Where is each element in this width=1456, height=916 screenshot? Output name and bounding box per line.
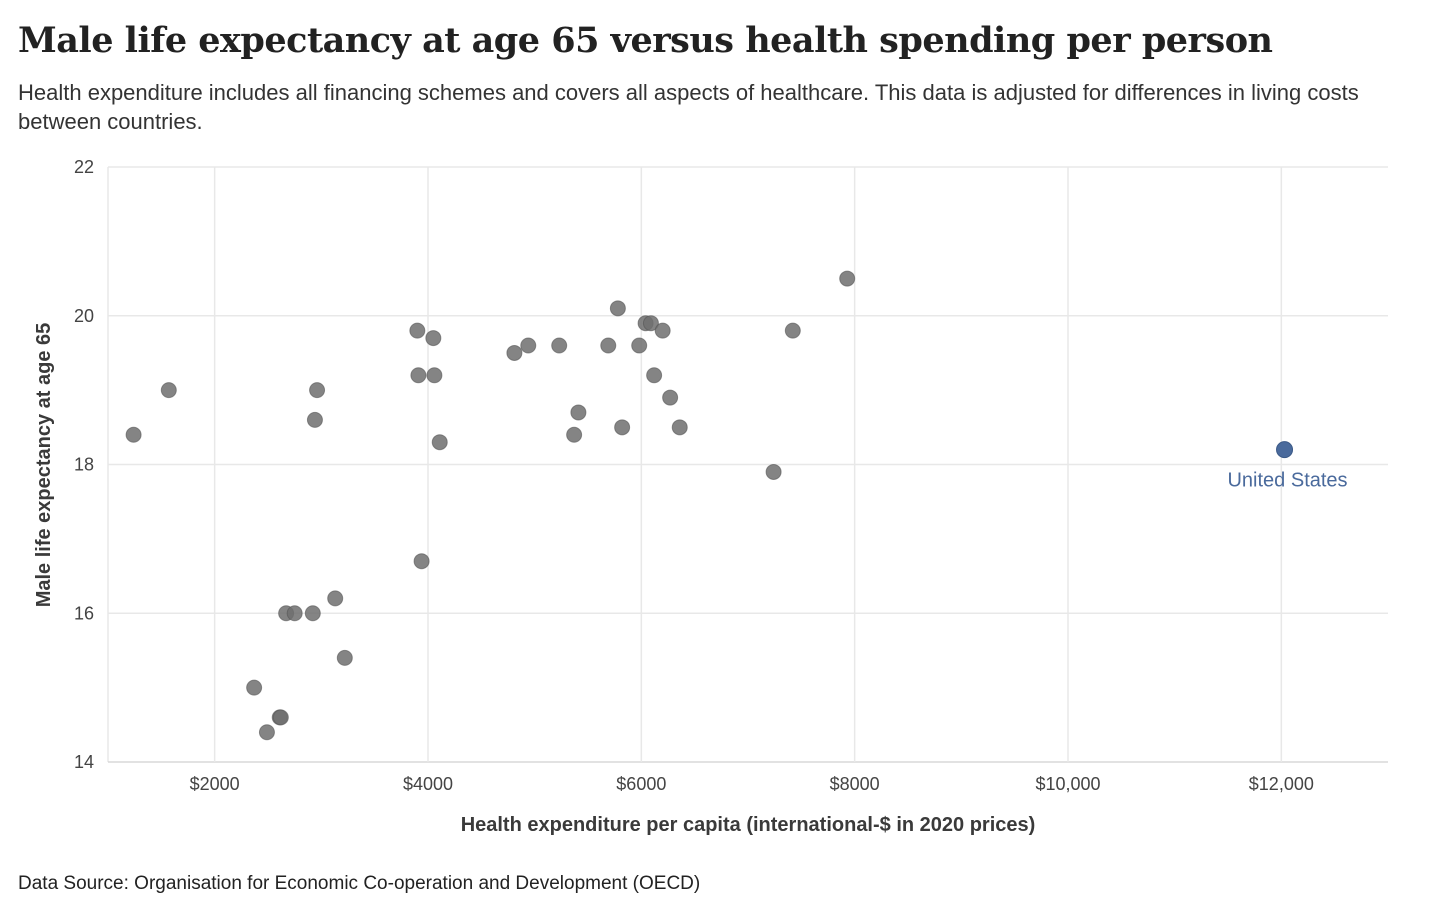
data-point (425, 330, 442, 347)
x-tick-label: $12,000 (1249, 774, 1314, 794)
tick-labels: 14 16 18 20 22 $2000 $4000 $6000 $8000 $10,000 $12… (74, 157, 1314, 794)
data-point-highlight (1276, 441, 1294, 459)
y-tick-label: 16 (74, 603, 94, 623)
data-point (642, 315, 659, 332)
y-tick-label: 22 (74, 157, 94, 177)
y-tick-label: 14 (74, 752, 94, 772)
x-tick-label: $8000 (830, 774, 880, 794)
data-point (272, 709, 289, 726)
data-point (614, 419, 631, 436)
data-point (431, 434, 448, 451)
data-point (662, 389, 679, 406)
data-point (839, 270, 856, 287)
grid (107, 166, 1388, 763)
data-point (765, 463, 782, 480)
data-point (304, 605, 321, 622)
data-point (654, 322, 671, 339)
highlight-label: United States (1227, 470, 1347, 492)
data-point (246, 679, 263, 696)
data-points: United States (125, 270, 1348, 741)
x-tick-label: $10,000 (1035, 774, 1100, 794)
data-point (784, 322, 801, 339)
data-point (409, 322, 426, 339)
data-point (570, 404, 587, 421)
x-tick-label: $4000 (403, 774, 453, 794)
data-point (426, 367, 443, 384)
data-point (125, 426, 142, 443)
data-point (609, 300, 626, 317)
y-tick-label: 20 (74, 306, 94, 326)
x-axis-title: Health expenditure per capita (internati… (461, 814, 1036, 836)
y-tick-label: 18 (74, 455, 94, 475)
chart-title: Male life expectancy at age 65 versus he… (18, 20, 1273, 61)
chart-subtitle: Health expenditure includes all financin… (18, 80, 1359, 134)
data-point (551, 337, 568, 354)
data-point (520, 337, 537, 354)
data-point (646, 367, 663, 384)
data-point (336, 649, 353, 666)
data-source: Data Source: Organisation for Economic C… (18, 873, 701, 894)
y-axis-title: Male life expectancy at age 65 (33, 323, 55, 608)
data-point (506, 344, 523, 361)
x-tick-label: $2000 (190, 774, 240, 794)
data-point (286, 605, 303, 622)
data-point (600, 337, 617, 354)
data-point (566, 426, 583, 443)
data-point (410, 367, 427, 384)
data-point (631, 337, 648, 354)
data-point (160, 382, 177, 399)
data-point (258, 724, 275, 741)
data-point (309, 382, 326, 399)
data-point (306, 411, 323, 428)
x-tick-label: $6000 (616, 774, 666, 794)
data-point (671, 419, 688, 436)
data-point (413, 553, 430, 570)
data-point (327, 590, 344, 607)
